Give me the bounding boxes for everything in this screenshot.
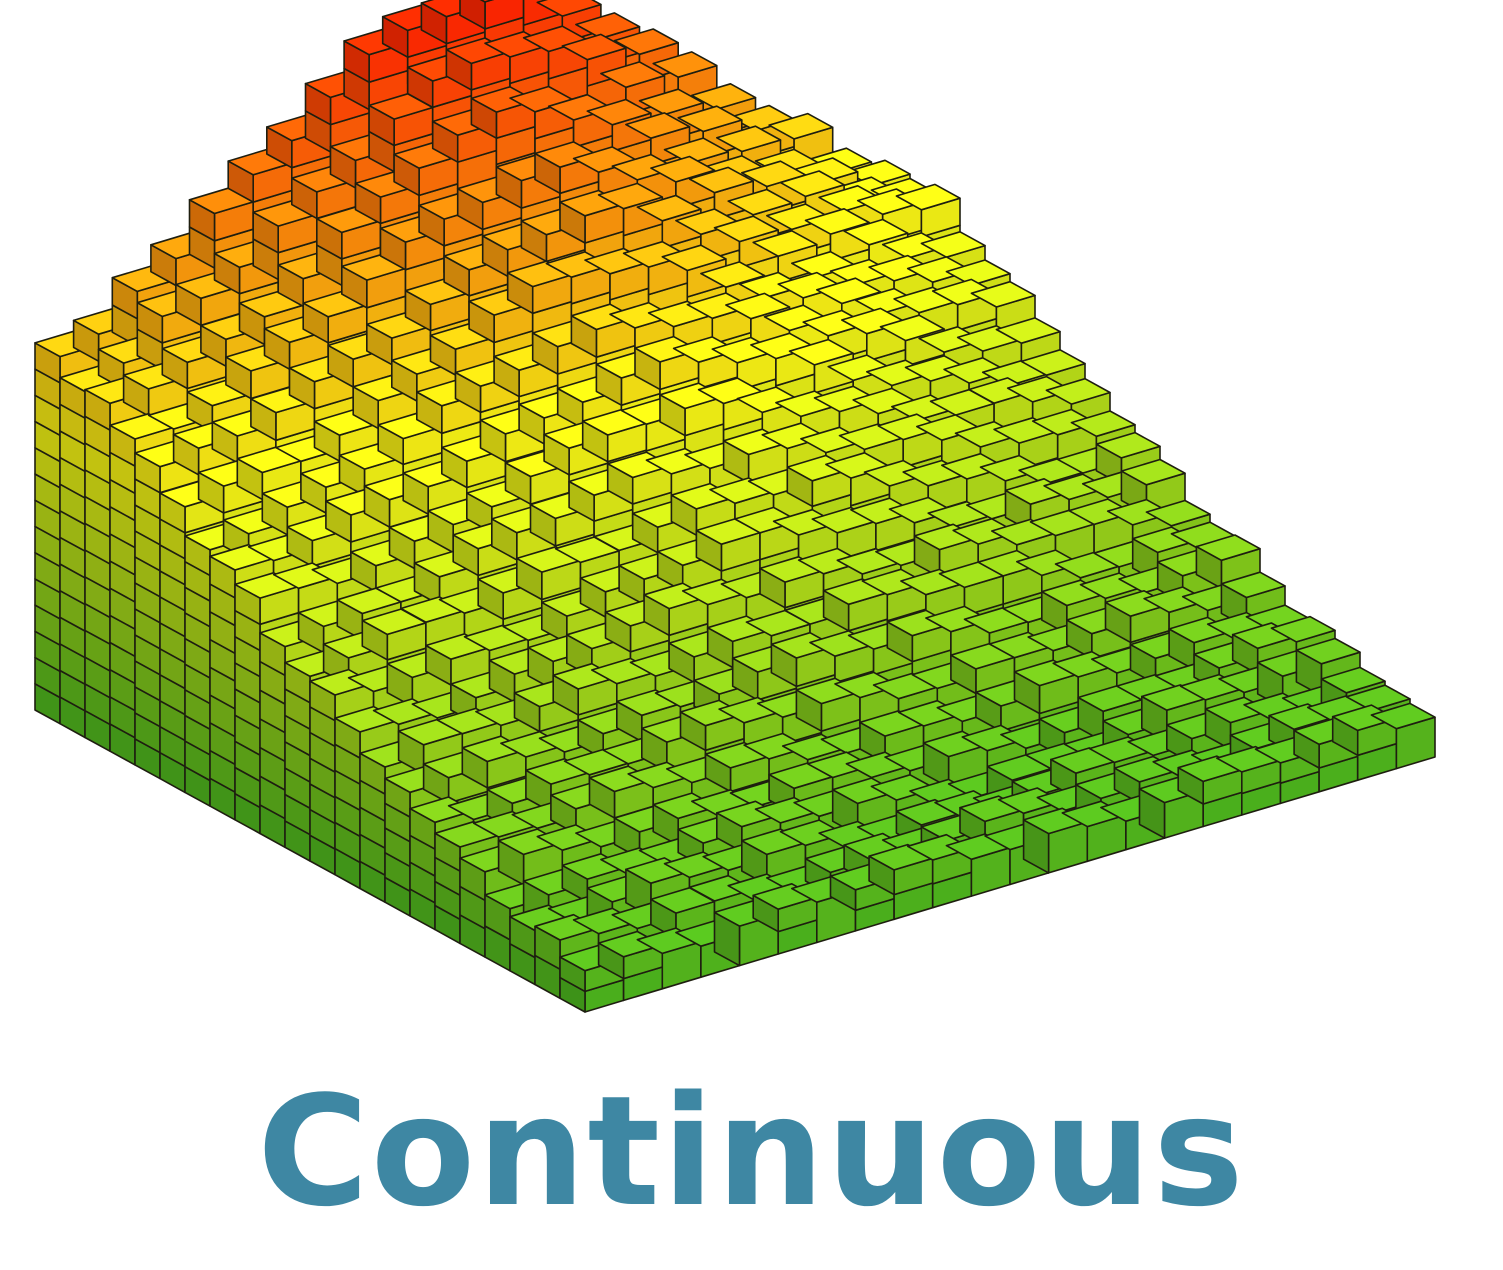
voxel-top-face (1095, 431, 1161, 459)
voxel-top-face (700, 261, 766, 289)
voxel-top-face (895, 183, 961, 211)
voxel-top-face (600, 61, 666, 89)
voxel-top-face (788, 338, 855, 366)
voxel-side-face (459, 0, 486, 30)
voxel-top-face (1370, 702, 1436, 730)
caption-label: Continuous (257, 1063, 1246, 1240)
voxel-top-face (536, 0, 602, 17)
voxel-top-face (1195, 534, 1261, 562)
voxel-top-face (1320, 666, 1386, 694)
voxel-top-face (586, 98, 652, 126)
voxel-top-face (768, 112, 834, 140)
voxel-top-face (597, 182, 664, 210)
voxel-top-face (1331, 704, 1398, 732)
voxel-top-face (479, 0, 495, 3)
voxel-top-face (561, 33, 627, 61)
voxel-top-face (690, 83, 757, 110)
voxel-top-face (652, 51, 718, 78)
voxel-group (34, 0, 1436, 1013)
voxel-top-face (661, 244, 727, 272)
voxel-top-face (1145, 499, 1211, 527)
voxel-top-face (995, 317, 1061, 345)
voxel-top-face (1020, 348, 1086, 377)
voxel-surface-diagram (34, 0, 1436, 1013)
voxel-top-face (650, 155, 716, 183)
voxel-top-face (636, 194, 702, 222)
voxel-top-face (715, 125, 782, 153)
voxel-top-face (1270, 615, 1336, 643)
voxel-top-face (688, 874, 755, 902)
voxel-top-face (804, 208, 870, 235)
voxel-top-face (663, 137, 730, 165)
voxel-top-face (677, 105, 743, 133)
voxel-top-face (727, 188, 793, 216)
voxel-top-face (575, 12, 641, 40)
voxel-top-face (625, 112, 691, 139)
voxel-top-face (1070, 410, 1136, 438)
voxel-top-face (1295, 637, 1361, 665)
voxel-top-face (1220, 571, 1286, 599)
voxel-top-face (713, 215, 780, 243)
voxel-top-face (638, 88, 705, 116)
voxel-top-face (1345, 684, 1411, 712)
voxel-top-face (688, 166, 755, 194)
voxel-top-face (613, 28, 680, 56)
voxel-top-face (1045, 377, 1111, 405)
voxel-top-face (1120, 458, 1186, 486)
voxel-top-face (970, 280, 1036, 308)
voxel-top-face (779, 170, 845, 198)
voxel-top-face (945, 259, 1011, 287)
voxel-top-face (879, 314, 945, 342)
voxel-top-face (752, 230, 818, 258)
voxel-top-face (920, 231, 986, 259)
voxel-top-face (843, 218, 909, 246)
voxel-top-face (725, 292, 791, 320)
